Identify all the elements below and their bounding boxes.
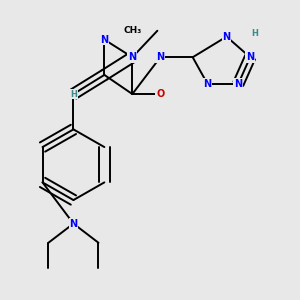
- Text: N: N: [128, 52, 136, 62]
- Text: H: H: [251, 29, 258, 38]
- Text: N: N: [156, 52, 164, 62]
- Text: N: N: [246, 52, 254, 62]
- Text: N: N: [69, 219, 77, 229]
- Text: N: N: [203, 79, 211, 89]
- Text: N: N: [234, 79, 242, 89]
- Text: H: H: [70, 90, 77, 99]
- Text: CH₃: CH₃: [123, 26, 142, 35]
- Text: O: O: [156, 89, 164, 99]
- Text: N: N: [100, 34, 108, 45]
- Text: N: N: [223, 32, 231, 42]
